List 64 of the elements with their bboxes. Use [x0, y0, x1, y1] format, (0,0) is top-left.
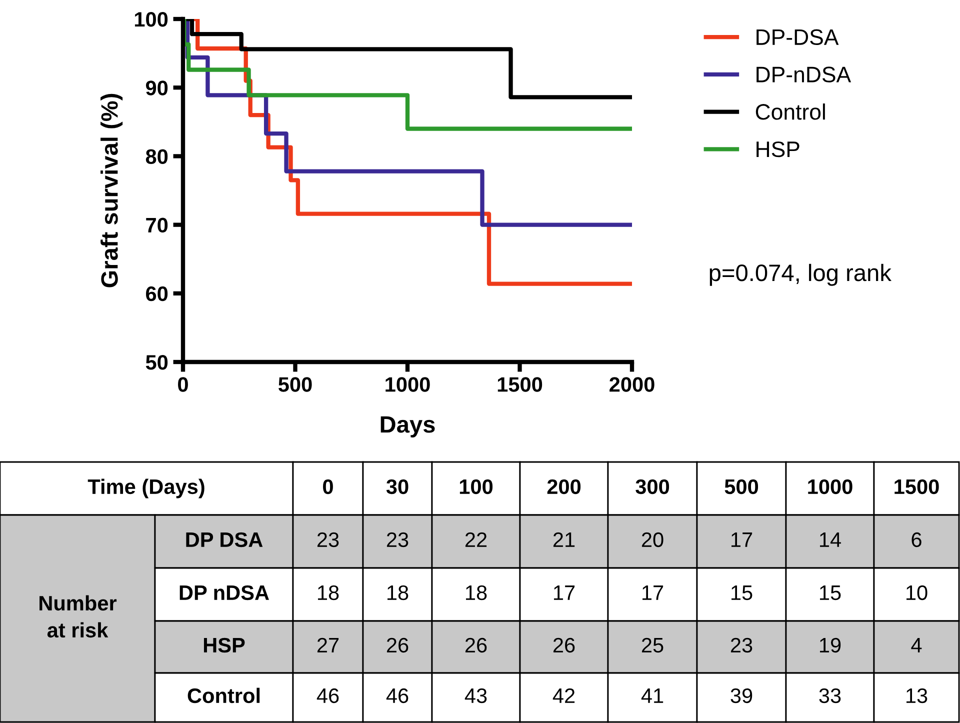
- x-axis-title: Time (Days): [88, 478, 204, 498]
- y-tick-label: 70: [146, 218, 168, 233]
- data-label: 18: [388, 585, 408, 600]
- y-tick-label: 100: [134, 12, 168, 27]
- data-label: 23: [730, 638, 752, 653]
- data-label: 17: [554, 586, 575, 600]
- data-label: 14: [820, 532, 841, 547]
- x-tick-label: 30: [386, 479, 408, 494]
- data-label: 22: [465, 532, 487, 547]
- text: p=0.074, log rank: [710, 264, 892, 286]
- y-tick-label: 80: [146, 149, 168, 164]
- x-tick-label: 0: [178, 377, 188, 392]
- data-label: 6: [912, 532, 922, 548]
- x-tick-label: 2000: [610, 377, 654, 392]
- data-label: 39: [730, 688, 752, 704]
- legend-label: DP-DSA: [756, 29, 839, 46]
- data-label: 23: [386, 532, 408, 548]
- y-tick-label: DP nDSA: [180, 585, 269, 600]
- data-label: 26: [465, 638, 487, 653]
- data-label: 19: [820, 638, 841, 653]
- data-label: 46: [316, 688, 339, 704]
- x-tick-label: 100: [460, 479, 493, 494]
- data-label: 15: [820, 586, 841, 600]
- y-tick-label: 50: [146, 355, 168, 370]
- y-tick-label: DP DSA: [186, 532, 263, 548]
- x-tick-label: 1000: [808, 479, 852, 494]
- data-label: 26: [553, 638, 575, 653]
- data-label: 27: [317, 638, 339, 652]
- y-tick-label: HSP: [204, 638, 245, 653]
- y-tick-label: 90: [146, 80, 168, 96]
- data-label: 13: [906, 688, 928, 704]
- data-label: 10: [906, 585, 928, 600]
- data-label: 18: [466, 585, 487, 600]
- x-axis-title: Days: [380, 416, 435, 438]
- data-label: 46: [386, 688, 408, 704]
- data-label: 33: [819, 688, 841, 704]
- data-label: 25: [642, 638, 664, 653]
- data-label: 18: [318, 585, 339, 600]
- y-axis-title: Graft survival (%): [100, 94, 123, 288]
- data-label: 26: [386, 638, 408, 653]
- x-tick-label: 1500: [894, 479, 939, 494]
- y-axis-title: Number at risk: [40, 595, 117, 638]
- y-tick-label: 60: [146, 286, 168, 302]
- x-tick-label: 1500: [498, 377, 542, 392]
- x-tick-label: 500: [278, 377, 312, 392]
- y-tick-label: Control: [188, 688, 260, 704]
- data-label: 21: [553, 532, 575, 547]
- x-tick-label: 200: [547, 479, 581, 494]
- data-label: 42: [552, 688, 575, 703]
- x-tick-label: 1000: [386, 377, 430, 392]
- legend-label: HSP: [756, 141, 800, 158]
- x-tick-label: 0: [323, 479, 333, 494]
- data-label: 23: [317, 532, 339, 548]
- x-tick-label: 300: [636, 479, 670, 494]
- legend-label: Control: [756, 103, 825, 120]
- data-label: 4: [911, 638, 922, 652]
- data-label: 15: [732, 586, 752, 600]
- data-label: 20: [642, 532, 664, 548]
- data-label: 43: [464, 688, 487, 704]
- data-label: 17: [732, 532, 752, 547]
- legend-label: DP-nDSA: [756, 66, 852, 82]
- data-label: 41: [641, 688, 664, 703]
- data-label: 17: [642, 586, 664, 600]
- x-tick-label: 500: [724, 479, 758, 494]
